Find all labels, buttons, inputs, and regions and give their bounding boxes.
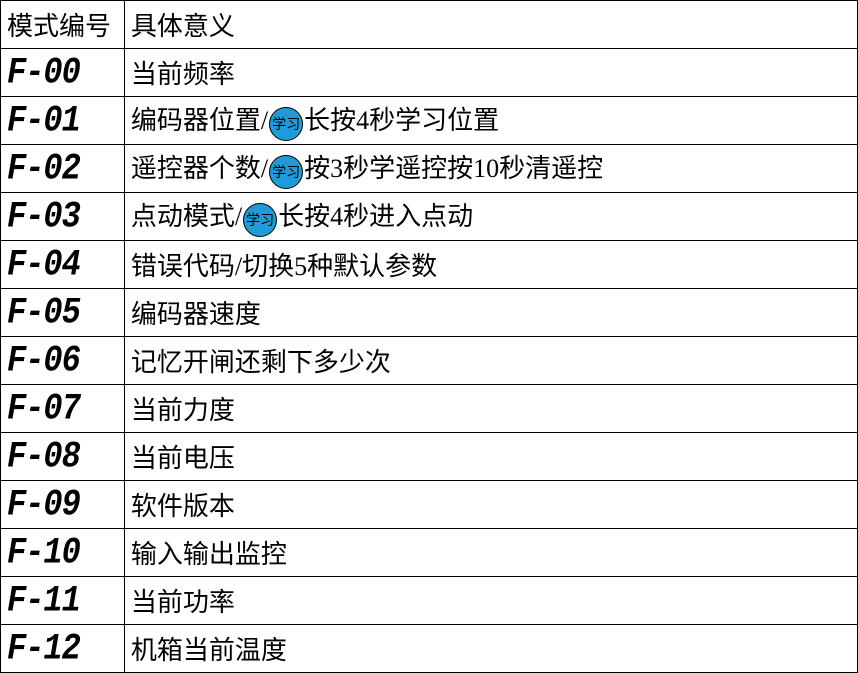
mode-code-cell: F-07: [1, 385, 125, 433]
mode-desc-cell: 编码器位置/学习长按4秒学习位置: [124, 97, 857, 145]
mode-code: F-10: [7, 531, 80, 574]
table-row: F-01 编码器位置/学习长按4秒学习位置: [1, 97, 858, 145]
mode-code-cell: F-09: [1, 481, 125, 529]
mode-code-cell: F-03: [1, 193, 125, 241]
mode-code-cell: F-00: [1, 49, 125, 97]
learn-badge-icon: 学习: [243, 203, 277, 237]
mode-code: F-00: [7, 51, 80, 94]
table-body: F-00当前频率F-01编码器位置/学习长按4秒学习位置F-02遥控器个数/学习…: [1, 49, 858, 673]
mode-code-cell: F-05: [1, 289, 125, 337]
desc-text: 机箱当前温度: [131, 636, 287, 665]
mode-code: F-09: [7, 483, 80, 526]
table-row: F-09 软件版本: [1, 481, 858, 529]
table-row: F-00 当前频率: [1, 49, 858, 97]
mode-code: F-03: [7, 195, 80, 238]
mode-code: F-12: [7, 627, 80, 670]
desc-text: 当前频率: [131, 60, 235, 89]
mode-code: F-07: [7, 387, 80, 430]
mode-code-cell: F-04: [1, 241, 125, 289]
mode-desc-cell: 点动模式/学习长按4秒进入点动: [124, 193, 857, 241]
table-row: F-05 编码器速度: [1, 289, 858, 337]
desc-text: 编码器速度: [131, 300, 261, 329]
desc-text: 当前力度: [131, 396, 235, 425]
table-row: F-02 遥控器个数/学习按3秒学遥控按10秒清遥控: [1, 145, 858, 193]
header-row: 模式编号 具体意义: [1, 1, 858, 49]
mode-code: F-02: [7, 147, 80, 190]
desc-text: 点动模式/: [131, 202, 242, 231]
mode-code-cell: F-08: [1, 433, 125, 481]
table-row: F-11 当前功率: [1, 577, 858, 625]
table-row: F-04 错误代码/切换5种默认参数: [1, 241, 858, 289]
mode-desc-cell: 当前功率: [124, 577, 857, 625]
header-code: 模式编号: [1, 1, 125, 49]
mode-code: F-06: [7, 339, 80, 382]
desc-text: 输入输出监控: [131, 540, 287, 569]
mode-code: F-11: [7, 579, 80, 622]
mode-desc-cell: 机箱当前温度: [124, 625, 857, 673]
header-desc: 具体意义: [124, 1, 857, 49]
desc-text: 长按4秒学习位置: [304, 106, 499, 135]
mode-code: F-05: [7, 291, 80, 334]
mode-desc-cell: 软件版本: [124, 481, 857, 529]
desc-text: 错误代码/切换5种默认参数: [131, 252, 437, 281]
table-row: F-06 记忆开闸还剩下多少次: [1, 337, 858, 385]
mode-desc-cell: 当前电压: [124, 433, 857, 481]
mode-desc-cell: 记忆开闸还剩下多少次: [124, 337, 857, 385]
desc-text: 软件版本: [131, 492, 235, 521]
table-row: F-03 点动模式/学习长按4秒进入点动: [1, 193, 858, 241]
mode-desc-cell: 编码器速度: [124, 289, 857, 337]
mode-code-cell: F-01: [1, 97, 125, 145]
mode-desc-cell: 当前力度: [124, 385, 857, 433]
mode-code: F-08: [7, 435, 80, 478]
learn-badge-icon: 学习: [269, 107, 303, 141]
mode-desc-cell: 当前频率: [124, 49, 857, 97]
mode-code-cell: F-02: [1, 145, 125, 193]
mode-code-cell: F-10: [1, 529, 125, 577]
mode-code-cell: F-12: [1, 625, 125, 673]
desc-text: 记忆开闸还剩下多少次: [131, 348, 391, 377]
desc-text: 当前电压: [131, 444, 235, 473]
mode-code-cell: F-06: [1, 337, 125, 385]
desc-text: 遥控器个数/: [131, 154, 268, 183]
table-row: F-08 当前电压: [1, 433, 858, 481]
desc-text: 编码器位置/: [131, 106, 268, 135]
desc-text: 按3秒学遥控按10秒清遥控: [304, 154, 603, 183]
learn-badge-icon: 学习: [269, 155, 303, 189]
table-row: F-10 输入输出监控: [1, 529, 858, 577]
mode-code: F-04: [7, 243, 80, 286]
table-row: F-12 机箱当前温度: [1, 625, 858, 673]
table-row: F-07 当前力度: [1, 385, 858, 433]
mode-code: F-01: [7, 99, 80, 142]
desc-text: 长按4秒进入点动: [278, 202, 473, 231]
mode-desc-cell: 遥控器个数/学习按3秒学遥控按10秒清遥控: [124, 145, 857, 193]
mode-code-cell: F-11: [1, 577, 125, 625]
mode-table: 模式编号 具体意义 F-00当前频率F-01编码器位置/学习长按4秒学习位置F-…: [0, 0, 858, 673]
mode-desc-cell: 错误代码/切换5种默认参数: [124, 241, 857, 289]
mode-desc-cell: 输入输出监控: [124, 529, 857, 577]
desc-text: 当前功率: [131, 588, 235, 617]
